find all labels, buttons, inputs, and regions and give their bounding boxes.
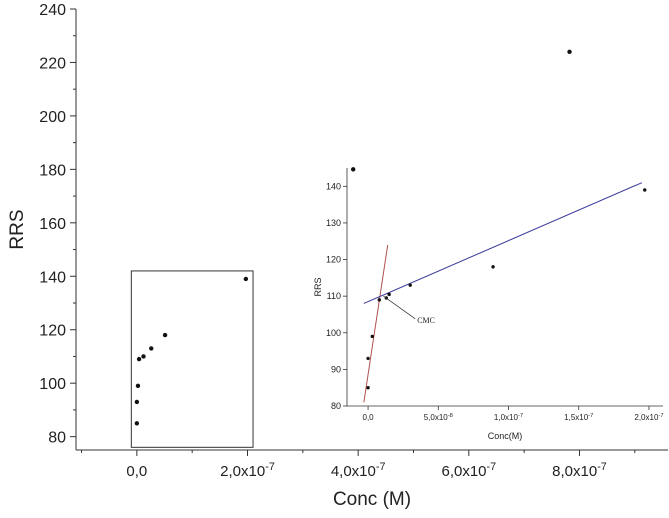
inset-x-tick-label: 5,0x10-8 (424, 413, 453, 422)
inset-x-tick-label-exponent: -7 (658, 413, 663, 419)
inset-y-tick-label: 130 (326, 218, 341, 228)
main-data-point (162, 332, 168, 338)
main-x-tick-label: 8,0x10-7 (552, 461, 607, 480)
inset-x-tick-label: 2,0x10-7 (634, 413, 663, 422)
main-y-tick-label: 80 (48, 430, 66, 447)
inset-shallow-fit-line (363, 182, 643, 304)
main-x-tick-label-exponent: -7 (487, 461, 497, 473)
inset-y-tick-label: 90 (331, 364, 341, 374)
main-y-tick-label: 120 (39, 323, 66, 340)
main-data-point (134, 421, 140, 426)
main-data-point (243, 276, 249, 282)
inset-x-tick-label-exponent: -7 (518, 413, 523, 419)
inset-data-point (370, 334, 374, 339)
main-x-tick-label-exponent: -7 (265, 461, 275, 473)
main-data-point (567, 49, 572, 54)
main-data-point (136, 356, 142, 362)
main-y-tick-label: 220 (39, 55, 66, 72)
inset-data-point (643, 188, 647, 192)
main-data-point (141, 354, 146, 359)
main-x-tick-label: 6,0x10-7 (441, 461, 496, 480)
main-x-axis-label: Conc (M) (333, 489, 411, 510)
main-y-tick-label: 100 (39, 376, 66, 393)
main-y-tick-label: 200 (39, 109, 66, 126)
inset-data-point (387, 292, 391, 297)
inset-x-tick-label-mantissa: 1,5x10 (564, 413, 589, 422)
main-x-tick-label-exponent: -7 (597, 461, 607, 473)
inset-x-tick-label: 0,0 (363, 413, 375, 422)
inset-y-tick-label: 120 (326, 255, 341, 265)
inset-data-point (377, 298, 382, 302)
inset-y-tick-label: 100 (326, 328, 341, 338)
inset-x-tick-label-mantissa: 0,0 (363, 413, 375, 422)
main-x-tick-label-mantissa: 2,0x10 (220, 463, 265, 480)
main-x-tick-label: 2,0x10-7 (220, 461, 275, 480)
main-x-tick-label: 0,0 (126, 463, 147, 480)
inset-x-axis-label: Conc(M) (488, 431, 523, 441)
inset-x-tick-label-mantissa: 2,0x10 (634, 413, 659, 422)
main-y-tick-label: 180 (39, 162, 66, 179)
main-y-tick-label: 140 (39, 269, 66, 286)
inset-x-tick-label-mantissa: 1,0x10 (494, 413, 519, 422)
main-y-axis-label: RRS (7, 209, 28, 249)
main-x-tick-label-mantissa: 6,0x10 (441, 463, 486, 480)
inset-x-tick-label: 1,0x10-7 (494, 413, 523, 422)
inset-data-point (366, 356, 370, 361)
inset-data-point (366, 385, 370, 390)
main-data-point (149, 346, 154, 351)
main-data-point (134, 399, 140, 405)
inset-x-tick-label-mantissa: 5,0x10 (424, 413, 449, 422)
cmc-label: CMC (417, 316, 435, 325)
main-data-point (135, 383, 141, 389)
inset-y-tick-label: 140 (326, 181, 341, 191)
inset-x-tick-label-exponent: -7 (588, 413, 593, 419)
main-x-tick-label-mantissa: 4,0x10 (331, 463, 376, 480)
inset-data-point (408, 283, 412, 287)
inset-y-tick-label: 110 (327, 291, 341, 301)
main-x-tick-label-mantissa: 8,0x10 (552, 463, 597, 480)
main-highlight-box (130, 270, 254, 448)
inset-x-tick-label-exponent: -8 (448, 413, 453, 419)
inset-y-tick-label: 80 (331, 401, 341, 411)
cmc-arrow-line (383, 295, 416, 320)
inset-x-tick-label: 1,5x10-7 (564, 413, 593, 422)
main-x-tick-label-exponent: -7 (376, 461, 386, 473)
main-y-tick-label: 160 (39, 216, 66, 233)
main-x-tick-label: 4,0x10-7 (331, 461, 386, 480)
main-y-tick-label: 240 (39, 2, 66, 19)
main-x-tick-label-mantissa: 0,0 (126, 463, 147, 480)
main-data-point (350, 167, 356, 172)
inset-y-axis-label: RRS (313, 277, 323, 296)
inset-data-point (491, 265, 495, 269)
inset-steep-fit-line (363, 244, 389, 403)
